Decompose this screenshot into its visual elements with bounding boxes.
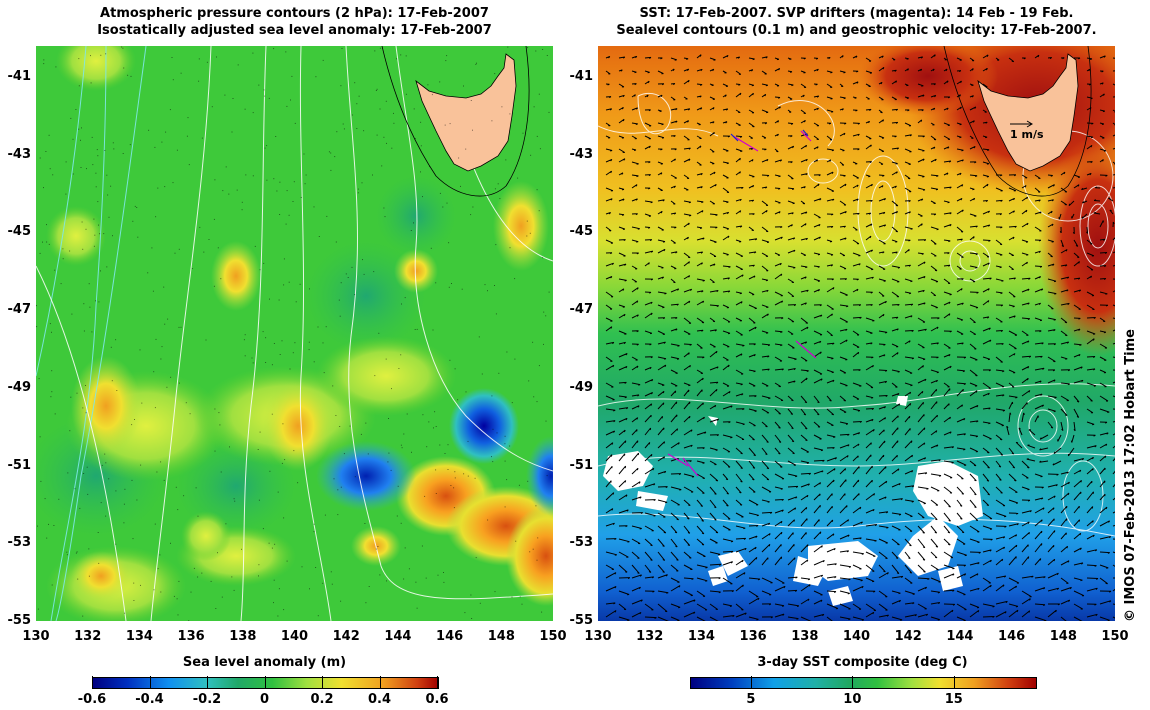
scale-arrow-icon <box>1010 120 1033 128</box>
right-colorbar <box>690 677 1037 689</box>
lon-tick-label: 138 <box>791 629 819 644</box>
lon-tick-label: 142 <box>894 629 922 644</box>
lat-tick-label: -47 <box>7 302 32 318</box>
lat-tick-label: -49 <box>7 379 32 395</box>
lon-tick-label: 148 <box>487 629 515 644</box>
lon-tick-label: 140 <box>842 629 871 644</box>
lon-tick-label: 134 <box>687 629 715 644</box>
lon-tick-label: 144 <box>384 629 412 644</box>
credit-text: © IMOS 07-Feb-2013 17:02 Hobart Time <box>1123 329 1138 622</box>
colorbar-tick-label: 10 <box>843 692 862 707</box>
left-colorbar <box>92 677 439 689</box>
colorbar-tick-label: 0.6 <box>425 692 449 707</box>
colorbar-tick-label: -0.4 <box>135 692 164 707</box>
lon-tick-label: 150 <box>1101 629 1129 644</box>
lat-tick-label: -45 <box>569 224 594 240</box>
colorbar-tick-mark <box>953 676 955 689</box>
lon-tick-label: 142 <box>332 629 360 644</box>
lon-tick-label: 136 <box>739 629 767 644</box>
right-title-line1: SST: 17-Feb-2007. SVP drifters (magenta)… <box>639 6 1074 21</box>
colorbar-tick-mark <box>207 676 208 689</box>
lon-tick-label: 138 <box>229 629 257 644</box>
colorbar-tick-mark <box>852 676 854 689</box>
lat-tick-label: -53 <box>569 535 594 551</box>
lon-tick-label: 144 <box>946 629 974 644</box>
colorbar-tick-label: 0.2 <box>310 692 334 707</box>
colorbar-tick-label: -0.6 <box>77 692 107 707</box>
lon-tick-label: 146 <box>436 629 464 644</box>
lon-tick-label: 132 <box>74 629 102 644</box>
colorbar-tick-label: 5 <box>746 692 756 707</box>
colorbar-tick-mark <box>750 676 752 689</box>
colorbar-tick-mark <box>379 676 381 689</box>
right-panel-title: SST: 17-Feb-2007. SVP drifters (magenta)… <box>598 5 1115 39</box>
colorbar-tick-label: 0 <box>259 692 270 707</box>
lat-tick-label: -45 <box>7 224 32 240</box>
colorbar-tick-label: 15 <box>944 692 963 707</box>
sst-map[interactable]: 1 m/s <box>598 46 1115 621</box>
lat-tick-label: -49 <box>569 379 594 395</box>
right-colorbar-title: 3-day SST composite (deg C) <box>757 655 968 670</box>
lon-tick-label: 132 <box>636 629 664 644</box>
lon-tick-label: 140 <box>280 629 309 644</box>
lat-tick-label: -51 <box>7 457 32 473</box>
left-title-line1: Atmospheric pressure contours (2 hPa): 1… <box>100 6 489 21</box>
colorbar-tick-mark <box>264 676 266 689</box>
left-colorbar-title: Sea level anomaly (m) <box>182 655 347 670</box>
tasmania-landmass <box>415 53 517 172</box>
lat-tick-label: -41 <box>569 69 594 85</box>
left-panel-title: Atmospheric pressure contours (2 hPa): 1… <box>36 5 553 39</box>
lat-tick-label: -53 <box>7 535 32 551</box>
sea-level-anomaly-map[interactable] <box>36 46 553 621</box>
sla-map-svg <box>36 46 553 621</box>
lat-tick-label: -55 <box>7 613 32 628</box>
colorbar-tick-mark <box>437 676 438 689</box>
lon-tick-label: 150 <box>539 629 567 644</box>
colorbar-tick-mark <box>149 676 151 689</box>
scale-arrow-label: 1 m/s <box>1010 128 1044 141</box>
right-title-line2: Sealevel contours (0.1 m) and geostrophi… <box>616 23 1097 38</box>
left-title-line2: Isostatically adjusted sea level anomaly… <box>97 23 492 38</box>
lat-tick-label: -43 <box>7 146 32 162</box>
lon-tick-label: 130 <box>584 629 612 644</box>
colorbar-tick-label: 0.4 <box>367 692 392 707</box>
sst-map-svg: 1 m/s <box>598 46 1115 621</box>
lon-tick-label: 136 <box>177 629 205 644</box>
lon-tick-label: 146 <box>998 629 1026 644</box>
lat-tick-label: -51 <box>569 457 594 473</box>
colorbar-tick-label: -0.2 <box>192 692 222 707</box>
lat-tick-label: -41 <box>7 69 32 85</box>
lon-tick-label: 134 <box>125 629 153 644</box>
colorbar-tick-mark <box>322 676 323 689</box>
lat-tick-label: -55 <box>569 613 594 628</box>
lat-tick-label: -47 <box>569 302 594 318</box>
lon-tick-label: 130 <box>22 629 50 644</box>
lon-tick-label: 148 <box>1049 629 1077 644</box>
lat-tick-label: -43 <box>569 146 594 162</box>
tasmania-landmass-sst <box>977 53 1079 172</box>
colorbar-tick-mark <box>92 676 93 689</box>
